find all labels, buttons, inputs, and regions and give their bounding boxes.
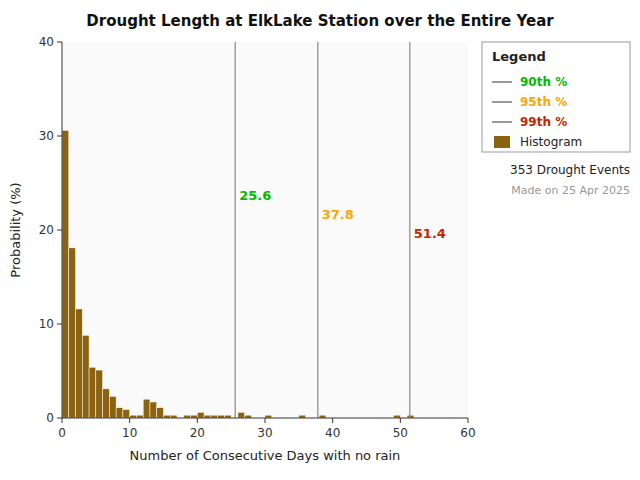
x-tick: [468, 418, 469, 423]
percentile-label: 37.8: [322, 207, 354, 222]
x-tick-label: 50: [393, 426, 408, 440]
histogram-bar: [76, 309, 83, 418]
y-tick: [57, 418, 62, 419]
percentile-line: [409, 42, 410, 418]
x-tick: [400, 418, 401, 423]
y-tick-label: 10: [39, 317, 54, 331]
histogram-bar: [109, 396, 116, 418]
x-tick: [265, 418, 266, 423]
histogram-bar: [143, 399, 150, 418]
histogram-bar: [123, 410, 130, 418]
histogram-bar: [62, 130, 69, 418]
legend-swatch: [494, 136, 510, 148]
y-tick: [57, 230, 62, 231]
data: [62, 42, 414, 418]
x-tick-label: 0: [58, 426, 66, 440]
histogram-bar: [89, 367, 96, 418]
legend-entry: 90th %: [520, 75, 567, 89]
annotation: Made on 25 Apr 2025: [511, 184, 630, 197]
y-tick-label: 40: [39, 35, 54, 49]
percentile-labels: 25.6 37.8 51.4: [239, 188, 446, 241]
histogram-bar: [238, 412, 245, 418]
x-tick-label: 40: [325, 426, 340, 440]
legend-entry: 99th %: [520, 115, 567, 129]
percentile-label: 25.6: [239, 188, 271, 203]
histogram-bar: [69, 248, 76, 418]
histogram-bar: [150, 402, 157, 418]
legend: Legend 90th % 95th % 99th % Histogram: [482, 42, 630, 152]
x-tick: [62, 418, 63, 423]
percentile-line: [235, 42, 236, 418]
y-axis-label: Probability (%): [8, 182, 23, 277]
histogram-bar: [157, 408, 164, 418]
y-tick-label: 20: [39, 223, 54, 237]
y-tick: [57, 42, 62, 43]
x-tick-label: 30: [257, 426, 272, 440]
x-tick-label: 10: [122, 426, 137, 440]
y-tick: [57, 324, 62, 325]
x-tick: [197, 418, 198, 423]
legend-box: [482, 42, 630, 152]
y-tick: [57, 136, 62, 137]
y-tick-label: 0: [46, 411, 54, 425]
legend-line: [492, 101, 512, 103]
plot-area: [62, 42, 468, 418]
x-axis-label: Number of Consecutive Days with no rain: [130, 448, 401, 463]
legend-line: [492, 81, 512, 83]
percentile-line: [317, 42, 318, 418]
x-tick: [129, 418, 130, 423]
histogram-bar: [82, 335, 89, 418]
x-tick-label: 20: [190, 426, 205, 440]
legend-line: [492, 121, 512, 123]
histogram-bar: [116, 408, 123, 418]
histogram-bar: [197, 412, 204, 418]
y-tick-label: 30: [39, 129, 54, 143]
legend-entry: Histogram: [520, 135, 582, 149]
chart: 25.6 37.8 51.4 0 10 20 30 40 50 60 0 10 20 30 40 Number…: [0, 0, 640, 480]
percentile-label: 51.4: [414, 226, 446, 241]
x-tick-label: 60: [460, 426, 475, 440]
legend-entry: 95th %: [520, 95, 567, 109]
axes: 0 10 20 30 40 50 60 0 10 20 30 40: [39, 35, 476, 440]
histogram-bar: [103, 389, 110, 418]
x-tick: [332, 418, 333, 423]
annotation: 353 Drought Events: [510, 163, 630, 177]
legend-title: Legend: [492, 49, 546, 64]
histogram-bar: [96, 370, 103, 418]
title: Drought Length at ElkLake Station over t…: [86, 12, 554, 30]
